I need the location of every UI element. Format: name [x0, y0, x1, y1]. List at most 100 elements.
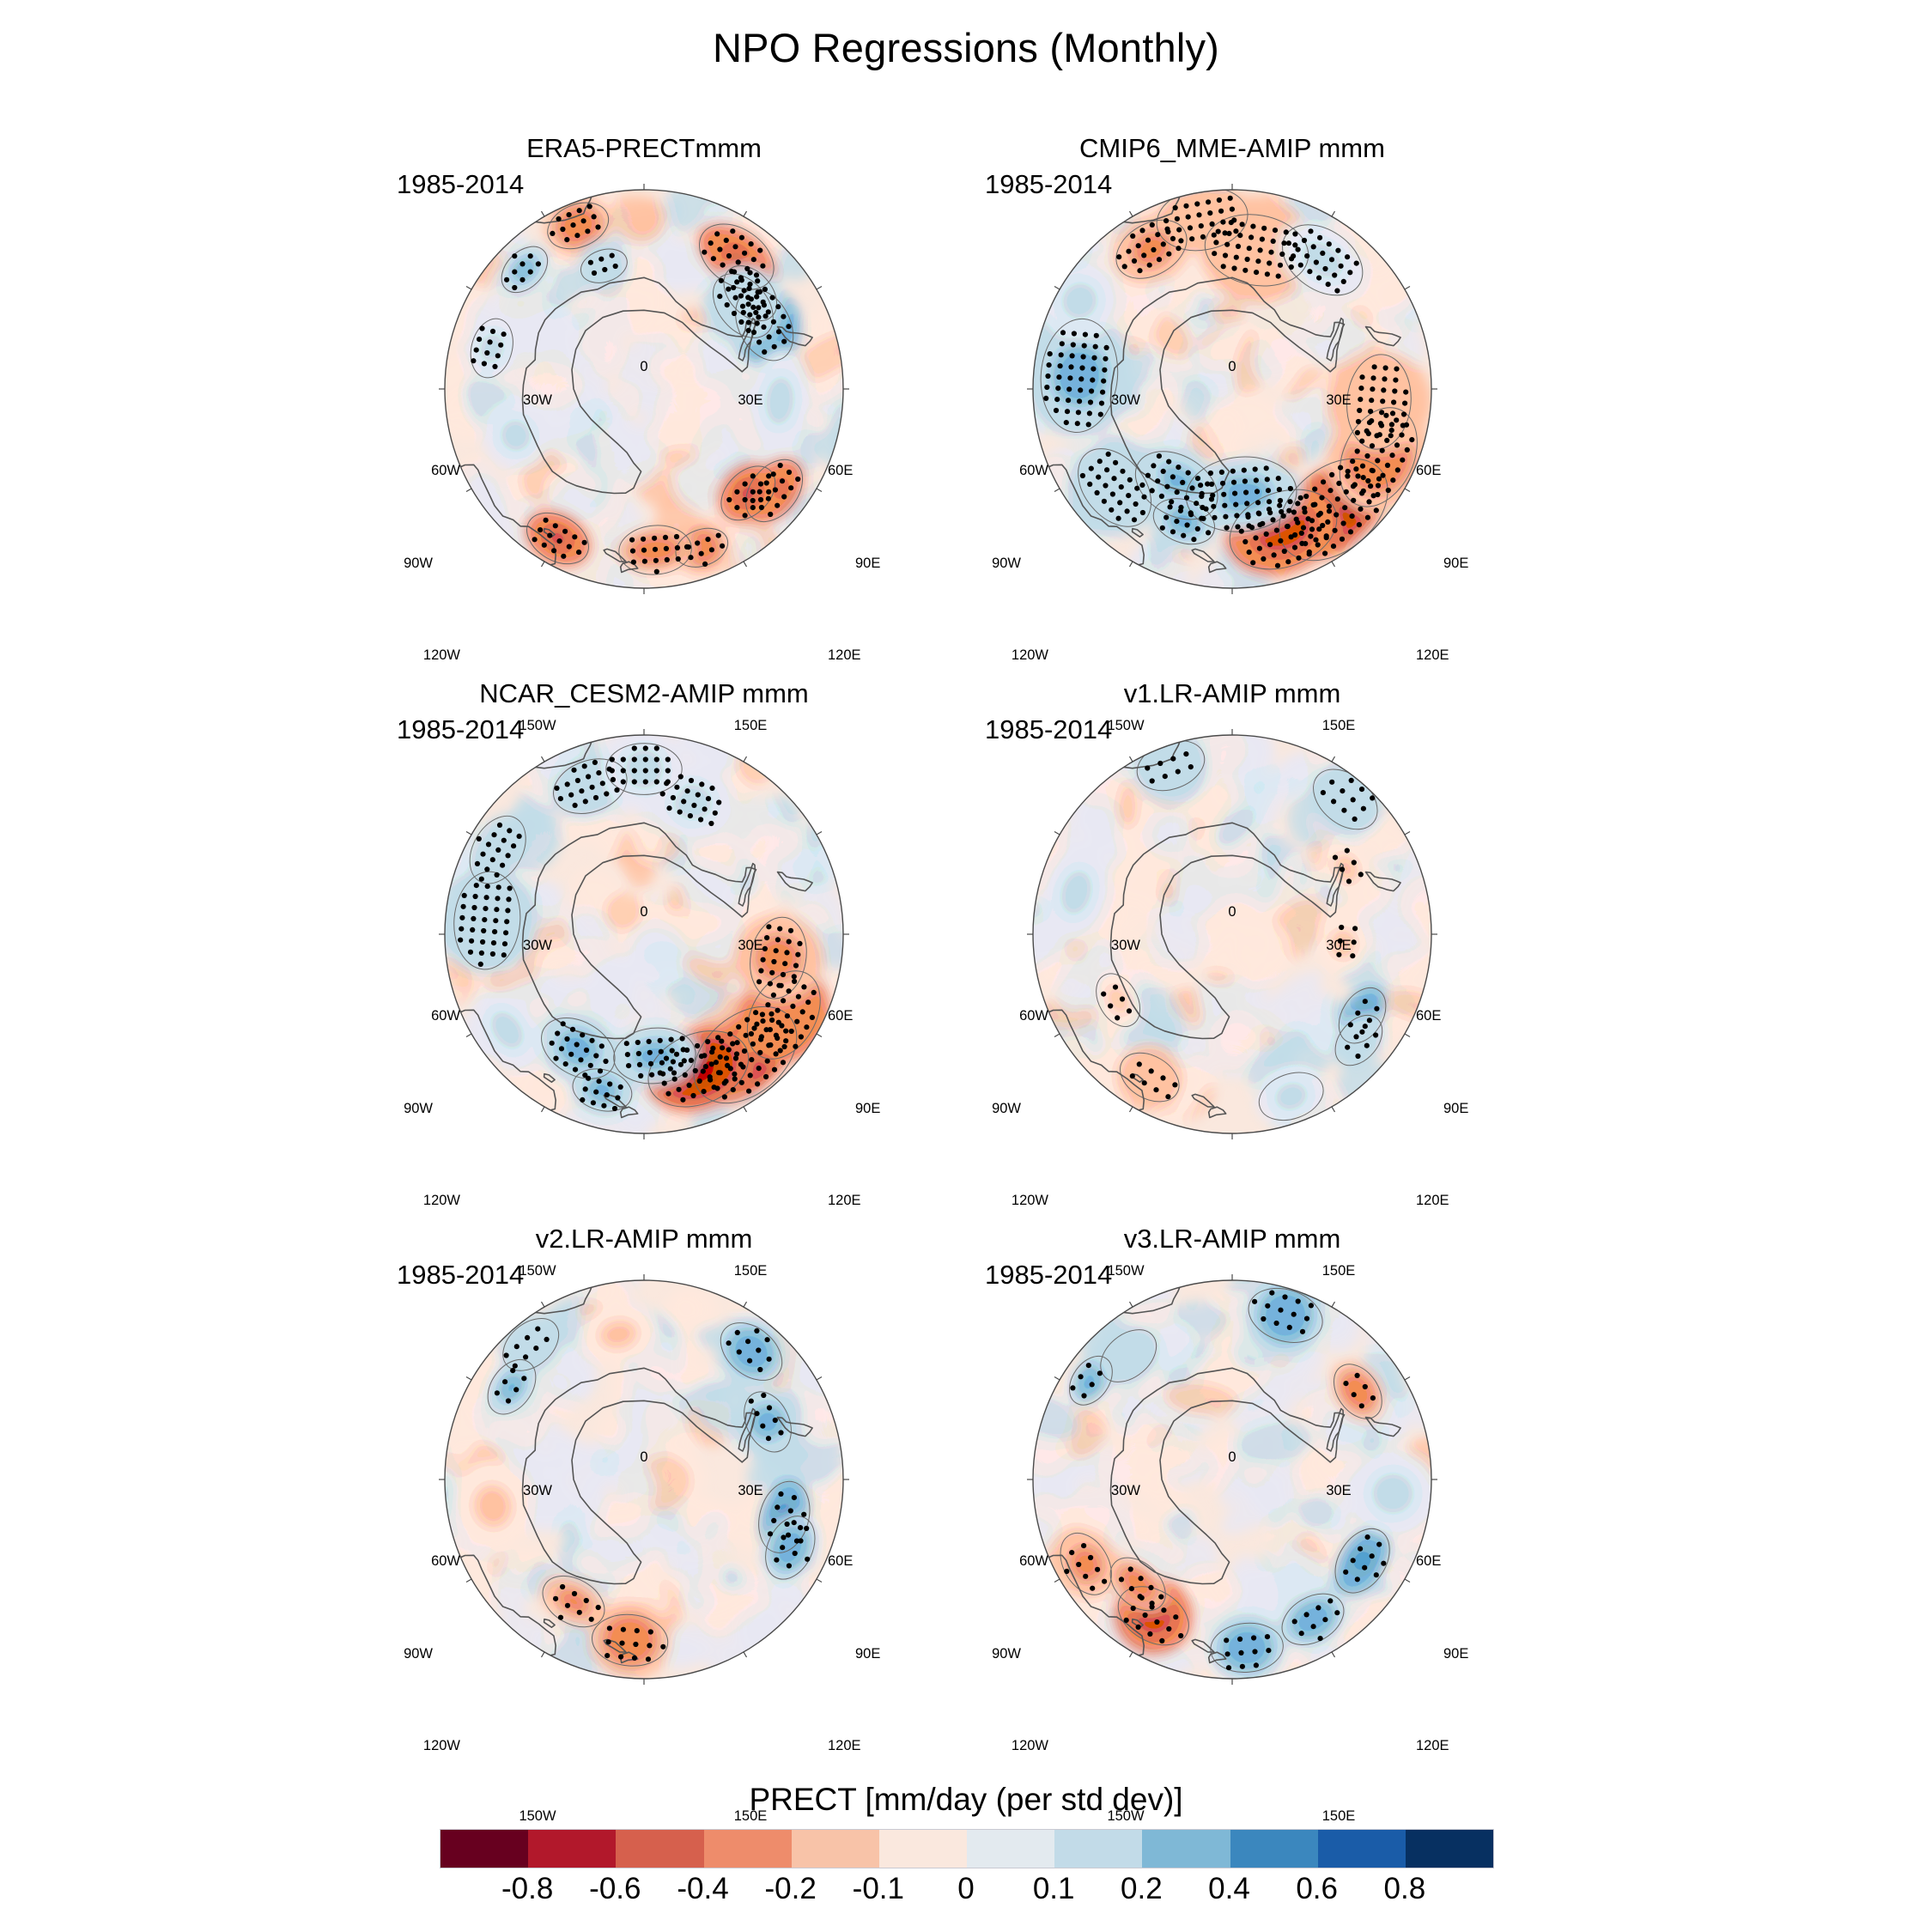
significance-contour: [675, 527, 729, 568]
colorbar-title: PRECT [mm/day (per std dev)]: [749, 1782, 1183, 1817]
panel-period-ncar_cesm2: 1985-2014: [397, 714, 525, 744]
significance-contour: [746, 970, 821, 1060]
colorbar-segment-6: [967, 1830, 1055, 1868]
lon-label-30W: 30W: [1111, 392, 1140, 408]
colorbar-tick-3: -0.2: [764, 1872, 817, 1905]
significance-contour: [605, 743, 683, 795]
lon-label-150E: 150E: [1321, 1808, 1356, 1824]
colorbar-segment-8: [1142, 1830, 1230, 1868]
lon-label-60E: 60E: [1416, 1553, 1442, 1569]
significance-contour: [1060, 1532, 1112, 1595]
lon-label-30E: 30E: [1326, 938, 1352, 953]
stipple-significance: [1064, 1290, 1387, 1671]
significance-contour: [1156, 190, 1249, 252]
lon-label-60E: 60E: [828, 1553, 854, 1569]
significance-contour: [591, 1613, 669, 1667]
colorbar-tick-6: 0.1: [1032, 1872, 1075, 1905]
panel-v2lr: v2.LR-AMIP mmm 1985-2014 0 30E 60E 90E 120E 150…: [378, 1224, 910, 1848]
lon-label-90W: 90W: [404, 1646, 433, 1662]
colorbar-tick-8: 0.4: [1208, 1872, 1250, 1905]
significance-contour: [1120, 1052, 1180, 1103]
colorbar-segment-5: [878, 1830, 968, 1868]
lon-label-150W: 150W: [519, 1808, 556, 1824]
lon-label-150W: 150W: [519, 1263, 556, 1279]
panel-period-cmip6_mme: 1985-2014: [985, 169, 1113, 199]
map-wrapper-cmip6_mme: 030E60E90E120E150E180150W120W90W60W30W: [992, 174, 1468, 757]
lon-label-60E: 60E: [1416, 1008, 1442, 1024]
lon-label-90E: 90E: [855, 556, 881, 571]
colorbar-tick-2: -0.4: [677, 1872, 729, 1905]
significance-contour: [1248, 1287, 1323, 1343]
panel-v1lr: v1.LR-AMIP mmm 1985-2014 0 30E 60E 90E 120E 150…: [966, 678, 1498, 1303]
stipple-significance: [494, 1326, 811, 1662]
significance-contour: [1281, 1593, 1345, 1645]
significance-contour: [572, 1068, 633, 1112]
significance-contour: [553, 758, 628, 814]
significance-contour: [1068, 1355, 1113, 1406]
lon-label-90E: 90E: [1443, 1646, 1469, 1662]
lon-label-30W: 30W: [523, 1483, 552, 1498]
lon-label-30E: 30E: [738, 1483, 763, 1498]
colorbar-tick-4: -0.1: [852, 1872, 904, 1905]
colorbar-tick-1: -0.6: [589, 1872, 641, 1905]
significance-contour: [1115, 219, 1188, 279]
lon-label-60W: 60W: [1019, 1008, 1048, 1024]
lon-label-150W: 150W: [1107, 718, 1145, 733]
significance-contour: [470, 318, 513, 379]
significance-contour: [1229, 489, 1338, 570]
map-wrapper-ncar_cesm2: 030E60E90E120E150E180150W120W90W60W30W: [404, 720, 880, 1303]
stipple-significance: [471, 204, 801, 574]
lon-label-30E: 30E: [738, 938, 763, 953]
lon-label-90W: 90W: [992, 556, 1021, 571]
lon-label-150E: 150E: [733, 1808, 768, 1824]
longitude-ticks: [439, 184, 849, 594]
panel-title-v2lr: v2.LR-AMIP mmm: [535, 1224, 753, 1254]
lon-label-60W: 60W: [431, 463, 460, 478]
lon-label-120E: 120E: [828, 1193, 861, 1208]
lon-label-120E: 120E: [828, 647, 861, 663]
lon-label-120E: 120E: [1416, 1738, 1449, 1753]
map-v1lr: [1027, 729, 1437, 1139]
lon-label-0: 0: [1228, 359, 1236, 374]
lon-label-60W: 60W: [1019, 1553, 1048, 1569]
lon-label-90E: 90E: [1443, 1101, 1469, 1116]
significance-contour: [1100, 1329, 1157, 1382]
colorbar-segment-2: [616, 1830, 704, 1868]
panel-era5: ERA5-PRECTmmm 1985-2014 0 30E 60E 90E 120E 150E…: [378, 133, 910, 757]
panel-period-v2lr: 1985-2014: [397, 1260, 525, 1290]
stipple-significance: [1101, 751, 1380, 1100]
longitude-ticks: [1027, 729, 1437, 1139]
colorbar: [440, 1829, 1494, 1868]
lon-label-90W: 90W: [404, 1101, 433, 1116]
lon-label-0: 0: [640, 904, 648, 920]
lon-label-120W: 120W: [422, 1738, 460, 1753]
panel-period-v3lr: 1985-2014: [985, 1260, 1113, 1290]
lon-label-90E: 90E: [855, 1646, 881, 1662]
map-v2lr: [439, 1274, 849, 1685]
significance-contour: [1334, 1528, 1390, 1594]
panel-title-cmip6_mme: CMIP6_MME-AMIP mmm: [1079, 133, 1385, 163]
panel-ncar_cesm2: NCAR_CESM2-AMIP mmm 1985-2014 0 30E 60E 90E 12…: [378, 678, 910, 1303]
significance-contour: [1339, 407, 1418, 507]
lon-label-60W: 60W: [431, 1008, 460, 1024]
significance-contour: [723, 265, 778, 321]
significance-contour: [501, 246, 549, 294]
colorbar-segment-11: [1405, 1830, 1494, 1868]
significance-contour: [1152, 498, 1216, 545]
lon-label-120W: 120W: [1011, 1738, 1048, 1753]
stipple-significance: [1043, 195, 1415, 568]
lon-label-150W: 150W: [519, 718, 556, 733]
lon-label-120W: 120W: [1011, 1193, 1048, 1208]
panel-title-era5: ERA5-PRECTmmm: [526, 133, 762, 163]
stipple-significance: [458, 745, 817, 1112]
significance-contour: [1204, 214, 1309, 287]
panel-period-v1lr: 1985-2014: [985, 714, 1113, 744]
colorbar-tick-7: 0.2: [1121, 1872, 1163, 1905]
map-era5: [439, 184, 849, 594]
significance-contour: [745, 459, 804, 522]
map-wrapper-v2lr: 030E60E90E120E150E180150W120W90W60W30W: [404, 1265, 880, 1848]
colorbar-tick-5: 0: [957, 1872, 975, 1905]
significance-contour: [1109, 1557, 1166, 1612]
lon-label-30E: 30E: [1326, 1483, 1352, 1498]
